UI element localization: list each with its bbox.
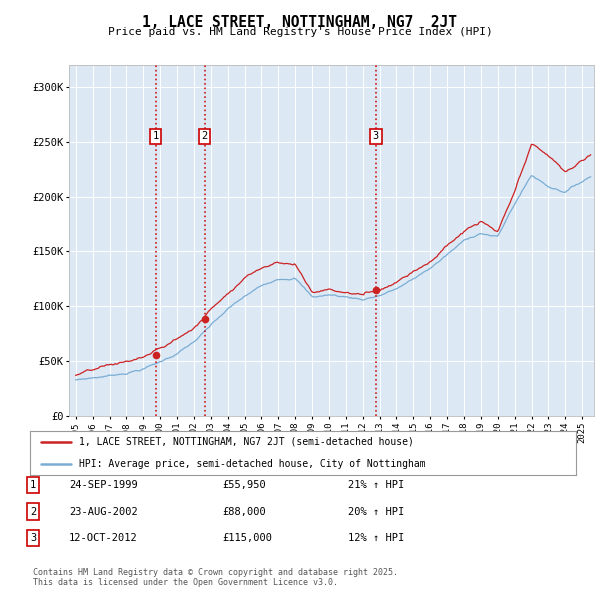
Text: 1: 1 bbox=[152, 131, 159, 141]
Text: 12% ↑ HPI: 12% ↑ HPI bbox=[348, 533, 404, 543]
Text: 12-OCT-2012: 12-OCT-2012 bbox=[69, 533, 138, 543]
Text: 3: 3 bbox=[373, 131, 379, 141]
Text: 21% ↑ HPI: 21% ↑ HPI bbox=[348, 480, 404, 490]
Text: Contains HM Land Registry data © Crown copyright and database right 2025.
This d: Contains HM Land Registry data © Crown c… bbox=[33, 568, 398, 587]
Text: 20% ↑ HPI: 20% ↑ HPI bbox=[348, 507, 404, 516]
Text: Price paid vs. HM Land Registry's House Price Index (HPI): Price paid vs. HM Land Registry's House … bbox=[107, 27, 493, 37]
Text: £115,000: £115,000 bbox=[222, 533, 272, 543]
Text: £88,000: £88,000 bbox=[222, 507, 266, 516]
Text: 2: 2 bbox=[30, 507, 36, 516]
Text: £55,950: £55,950 bbox=[222, 480, 266, 490]
Text: HPI: Average price, semi-detached house, City of Nottingham: HPI: Average price, semi-detached house,… bbox=[79, 459, 426, 469]
Text: 24-SEP-1999: 24-SEP-1999 bbox=[69, 480, 138, 490]
Text: 3: 3 bbox=[30, 533, 36, 543]
Text: 1, LACE STREET, NOTTINGHAM, NG7  2JT: 1, LACE STREET, NOTTINGHAM, NG7 2JT bbox=[143, 15, 458, 30]
Text: 1, LACE STREET, NOTTINGHAM, NG7 2JT (semi-detached house): 1, LACE STREET, NOTTINGHAM, NG7 2JT (sem… bbox=[79, 437, 414, 447]
Text: 23-AUG-2002: 23-AUG-2002 bbox=[69, 507, 138, 516]
Text: 2: 2 bbox=[202, 131, 208, 141]
Text: 1: 1 bbox=[30, 480, 36, 490]
